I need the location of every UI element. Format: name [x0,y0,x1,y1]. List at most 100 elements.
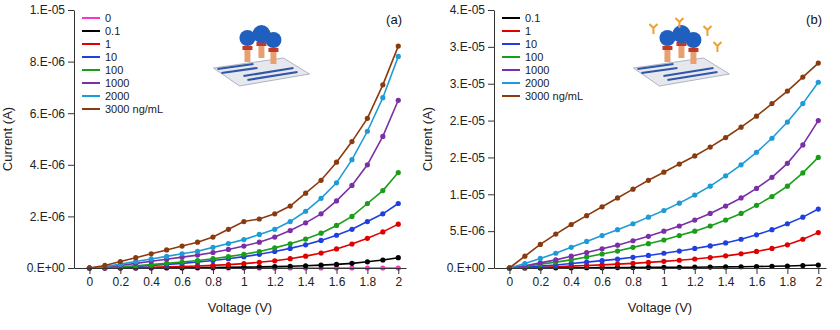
data-point [754,249,759,254]
tick-label: 0.6 [594,275,611,289]
data-point [349,261,354,266]
data-point [349,139,354,144]
data-point [569,245,574,250]
data-point [800,74,805,79]
data-point [380,82,385,87]
data-point [257,232,262,237]
data-point [738,251,743,256]
tick-label: 0 [87,275,94,289]
data-point [615,248,620,253]
data-point [630,238,635,243]
data-point [692,256,697,261]
data-point [303,242,308,247]
data-point [692,153,697,158]
data-point [272,227,277,232]
data-point [754,203,759,208]
data-point [569,254,574,259]
tick-label: 1.E-05 [30,3,66,17]
data-point [692,217,697,222]
legend-label: 3000 ng/mL [105,103,163,115]
data-point [646,241,651,246]
inset-stem [270,50,276,64]
data-point [769,246,774,251]
tick: 3.E-05 [450,40,494,54]
data-point [553,251,558,256]
axis: 0.E+002.E-064.E-066.E-068.E-061.E-05 [27,3,75,275]
tick: 1 [661,268,668,289]
data-point [553,231,558,236]
legend-item: 100 [502,51,543,63]
tick: 1.6 [329,268,346,289]
panel: 00.20.40.60.811.21.41.61.820.E+002.E-064… [0,3,407,315]
data-point [241,237,246,242]
tick-mark [488,157,494,158]
tick-mark [488,121,494,122]
inset-substrate [633,58,729,86]
series-line [509,63,818,268]
inset-electrode [217,64,297,80]
data-point [723,240,728,245]
inset-stem [244,48,250,62]
data-point [288,228,293,233]
tick: 4.E-06 [30,158,74,172]
axis-line [494,11,495,269]
data-point [303,191,308,196]
data-point [272,258,277,263]
legend-label: 2000 [105,90,129,102]
data-point [769,136,774,141]
inset-antibody [703,26,711,36]
tick-label: 0.2 [532,275,549,289]
data-point [226,227,231,232]
tick-mark [120,268,121,274]
tick: 2 [815,268,822,289]
tick-label: 3.E-05 [450,77,486,91]
data-point [769,194,774,199]
data-point [396,255,401,260]
data-point [380,229,385,234]
data-point [179,251,184,256]
tick: 3.E-05 [450,77,494,91]
data-point [210,256,215,261]
data-point [553,257,558,262]
data-point [226,254,231,259]
tick-label: 4.E-06 [30,158,66,172]
data-point [599,251,604,256]
data-point [365,259,370,264]
plot-area: 00.20.40.60.811.21.41.61.820.E+005.E-061… [420,3,827,315]
legend-item: 3000 ng/mL [82,103,163,115]
data-point [800,263,805,268]
tick: 0 [87,268,94,289]
data-point [630,245,635,250]
tick-label: 4.E-05 [450,3,486,17]
data-point [785,184,790,189]
data-point [365,236,370,241]
data-point [318,178,323,183]
data-point [816,60,821,65]
data-point [692,265,697,270]
data-point [396,222,401,227]
axis: 0.E+005.E-061.E-052.E-052.E-053.E-053.E-… [447,3,495,275]
inset-cap [662,46,672,50]
legend-label: 0.1 [525,12,540,24]
data-point [646,178,651,183]
tick-label: 1.8 [360,275,377,289]
data-point [677,233,682,238]
data-point [692,229,697,234]
tick-mark [633,268,634,274]
tick: 0.8 [625,268,642,289]
data-point [349,214,354,219]
tick: 1.4 [718,268,735,289]
data-point [785,221,790,226]
legend-swatch [82,69,100,71]
panel-label: (a) [386,12,402,27]
data-point [226,247,231,252]
tick-label: 3.E-05 [450,40,486,54]
series-line [509,82,818,268]
legend-label: 1000 [105,77,129,89]
tick: 0.E+00 [27,261,74,275]
tick-label: 0.2 [112,275,129,289]
tick-mark [213,268,214,274]
inset-antibody [649,24,657,34]
data-layer [507,60,821,270]
tick-label: 1.4 [298,275,315,289]
